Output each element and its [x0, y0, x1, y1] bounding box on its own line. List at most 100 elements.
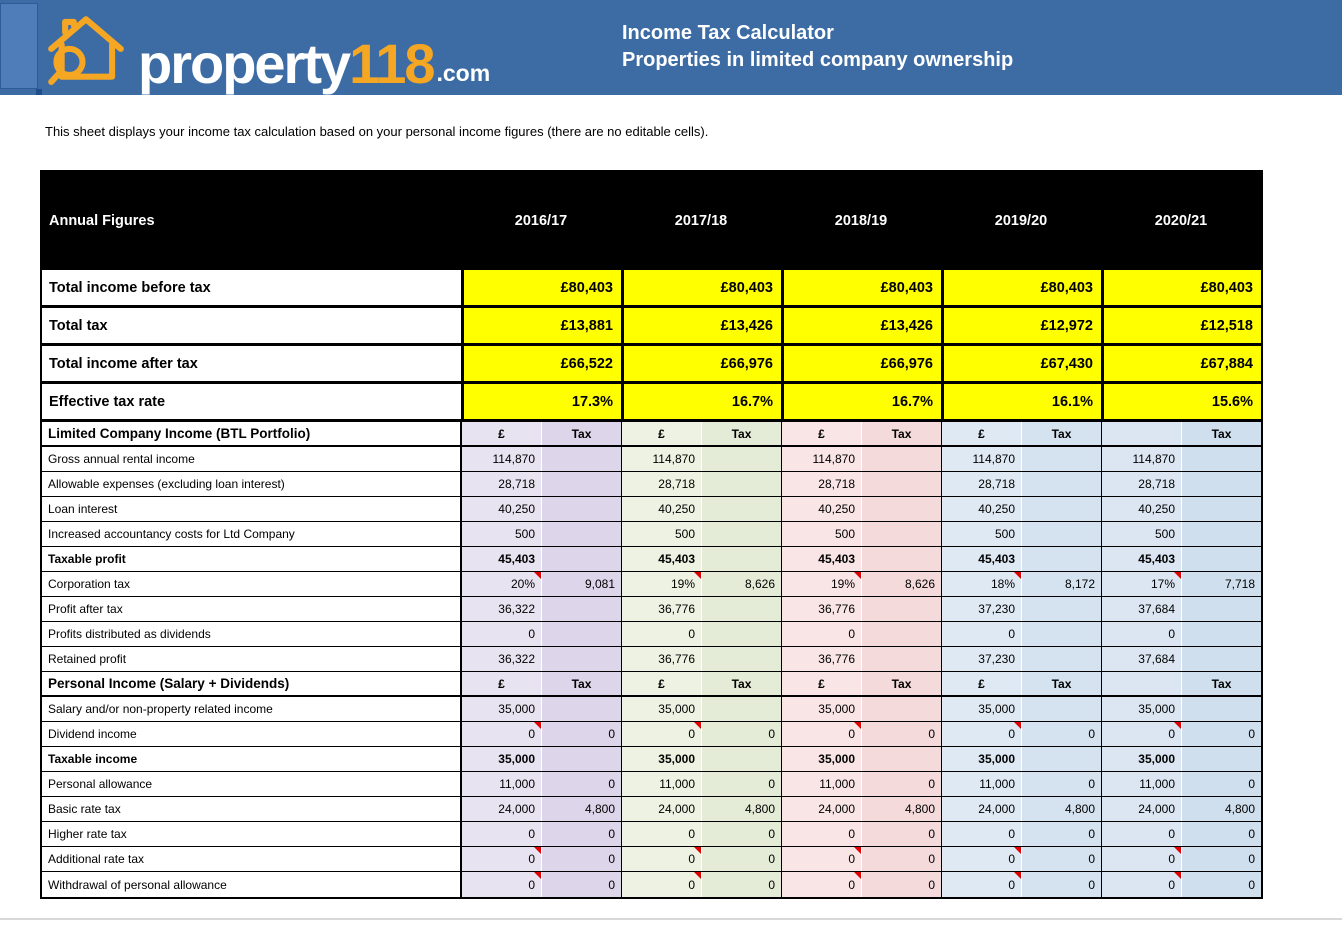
tax-cell[interactable]	[1021, 447, 1101, 471]
summary-value-cell[interactable]: £66,976	[781, 346, 941, 381]
tax-cell[interactable]	[541, 697, 621, 721]
amount-cell[interactable]: 0	[781, 622, 861, 646]
summary-row-label[interactable]: Total tax	[42, 308, 461, 343]
amount-cell[interactable]: 45,403	[461, 547, 541, 571]
tax-cell[interactable]	[1021, 547, 1101, 571]
amount-cell[interactable]: 0	[621, 872, 701, 897]
amount-cell[interactable]: 40,250	[1101, 497, 1181, 521]
amount-cell[interactable]: 40,250	[621, 497, 701, 521]
summary-value-cell[interactable]: £67,884	[1101, 346, 1261, 381]
tax-cell[interactable]	[1181, 647, 1261, 671]
amount-cell[interactable]: 37,230	[941, 647, 1021, 671]
row-label[interactable]: Basic rate tax	[42, 797, 461, 821]
amount-cell[interactable]: 36,322	[461, 647, 541, 671]
tax-header-cell[interactable]: Tax	[1181, 672, 1261, 695]
amount-cell[interactable]: 0	[941, 622, 1021, 646]
amount-cell[interactable]: 35,000	[1101, 747, 1181, 771]
amount-cell[interactable]: 24,000	[461, 797, 541, 821]
amount-cell[interactable]: 0	[941, 872, 1021, 897]
tax-cell[interactable]	[541, 747, 621, 771]
year-header-2[interactable]: 2017/18	[674, 213, 728, 229]
year-header-4[interactable]: 2019/20	[994, 213, 1048, 229]
amount-cell[interactable]: 0	[461, 722, 541, 746]
tax-cell[interactable]	[1181, 447, 1261, 471]
amount-cell[interactable]: 28,718	[461, 472, 541, 496]
summary-value-cell[interactable]: £13,881	[461, 308, 621, 343]
row-label[interactable]: Profit after tax	[42, 597, 461, 621]
tax-cell[interactable]	[1021, 747, 1101, 771]
amount-cell[interactable]: 0	[781, 847, 861, 871]
intro-text[interactable]: This sheet displays your income tax calc…	[45, 124, 709, 139]
tax-cell[interactable]: 0	[861, 772, 941, 796]
tax-cell[interactable]: 0	[541, 847, 621, 871]
amount-cell[interactable]: 0	[941, 847, 1021, 871]
amount-cell[interactable]: 35,000	[621, 697, 701, 721]
tax-cell[interactable]	[1181, 597, 1261, 621]
tax-cell[interactable]	[861, 547, 941, 571]
tax-cell[interactable]: 0	[861, 822, 941, 846]
tax-cell[interactable]: 7,718	[1181, 572, 1261, 596]
summary-value-cell[interactable]: £12,518	[1101, 308, 1261, 343]
tax-cell[interactable]: 4,800	[861, 797, 941, 821]
amount-cell[interactable]: 45,403	[941, 547, 1021, 571]
amount-header-cell[interactable]: £	[621, 672, 701, 695]
row-label[interactable]: Corporation tax	[42, 572, 461, 596]
tax-cell[interactable]	[861, 472, 941, 496]
tax-cell[interactable]: 0	[1021, 822, 1101, 846]
amount-cell[interactable]: 35,000	[621, 747, 701, 771]
tax-cell[interactable]	[541, 522, 621, 546]
year-header-1[interactable]: 2016/17	[514, 213, 568, 229]
row-label[interactable]: Dividend income	[42, 722, 461, 746]
section-title[interactable]: Personal Income (Salary + Dividends)	[42, 672, 461, 695]
amount-cell[interactable]: 19%	[621, 572, 701, 596]
amount-header-cell[interactable]: £	[781, 672, 861, 695]
amount-cell[interactable]: 36,776	[781, 647, 861, 671]
amount-cell[interactable]: 40,250	[941, 497, 1021, 521]
row-label[interactable]: Gross annual rental income	[42, 447, 461, 471]
tax-cell[interactable]: 0	[1181, 772, 1261, 796]
amount-cell[interactable]: 0	[621, 722, 701, 746]
tax-cell[interactable]	[541, 622, 621, 646]
amount-cell[interactable]: 35,000	[461, 747, 541, 771]
tax-cell[interactable]	[701, 622, 781, 646]
amount-cell[interactable]: 24,000	[621, 797, 701, 821]
summary-value-cell[interactable]: £67,430	[941, 346, 1101, 381]
tax-cell[interactable]: 0	[861, 722, 941, 746]
amount-cell[interactable]: 28,718	[621, 472, 701, 496]
tax-cell[interactable]	[1181, 472, 1261, 496]
tax-cell[interactable]	[701, 472, 781, 496]
amount-cell[interactable]: 0	[621, 822, 701, 846]
summary-row-label[interactable]: Total income before tax	[42, 270, 461, 305]
tax-cell[interactable]: 4,800	[1181, 797, 1261, 821]
tax-cell[interactable]	[1181, 622, 1261, 646]
amount-header-cell[interactable]: £	[941, 672, 1021, 695]
amount-cell[interactable]: 0	[781, 722, 861, 746]
tax-cell[interactable]	[1021, 622, 1101, 646]
amount-header-cell[interactable]: £	[461, 672, 541, 695]
tax-cell[interactable]	[701, 447, 781, 471]
amount-cell[interactable]: 28,718	[1101, 472, 1181, 496]
tax-cell[interactable]: 0	[1181, 872, 1261, 897]
tax-cell[interactable]	[1021, 647, 1101, 671]
amount-cell[interactable]: 11,000	[1101, 772, 1181, 796]
row-label[interactable]: Profits distributed as dividends	[42, 622, 461, 646]
amount-cell[interactable]: 11,000	[941, 772, 1021, 796]
tax-cell[interactable]	[701, 597, 781, 621]
amount-cell[interactable]: 45,403	[781, 547, 861, 571]
tax-cell[interactable]: 0	[701, 822, 781, 846]
amount-cell[interactable]: 500	[781, 522, 861, 546]
summary-value-cell[interactable]: £80,403	[1101, 270, 1261, 305]
tax-header-cell[interactable]: Tax	[1021, 672, 1101, 695]
tax-cell[interactable]	[861, 447, 941, 471]
summary-value-cell[interactable]: £66,522	[461, 346, 621, 381]
tax-header-cell[interactable]: Tax	[541, 422, 621, 445]
tax-cell[interactable]	[541, 547, 621, 571]
amount-cell[interactable]: 24,000	[781, 797, 861, 821]
tax-cell[interactable]	[861, 522, 941, 546]
amount-cell[interactable]: 36,776	[621, 597, 701, 621]
tax-cell[interactable]: 0	[1181, 847, 1261, 871]
amount-cell[interactable]: 0	[621, 847, 701, 871]
amount-cell[interactable]: 45,403	[621, 547, 701, 571]
summary-value-cell[interactable]: 16.1%	[941, 384, 1101, 419]
summary-value-cell[interactable]: 15.6%	[1101, 384, 1261, 419]
